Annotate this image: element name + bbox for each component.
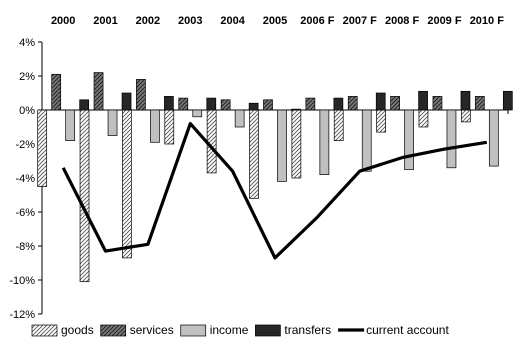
bar-goods — [291, 109, 302, 179]
y-tick-label: 2% — [19, 71, 35, 83]
bar-goods — [333, 109, 344, 141]
bars — [37, 72, 513, 283]
y-tick-label: -4% — [15, 173, 35, 185]
x-tick-label: 2007 F — [343, 15, 378, 27]
legend: goods services income transfers current acco… — [31, 323, 449, 337]
legend-label-income: income — [210, 323, 249, 337]
legend-label-transfers: transfers — [284, 323, 331, 337]
bar-transfers — [502, 90, 513, 111]
bar-goods — [418, 109, 429, 128]
bar-transfers — [164, 96, 174, 111]
bar-income — [150, 109, 160, 143]
bar-services — [136, 79, 146, 111]
y-tick-label: -10% — [9, 275, 35, 287]
bar-goods — [249, 109, 259, 199]
x-tick-label: 2001 — [93, 15, 117, 27]
x-tick-label: 2006 F — [300, 15, 335, 27]
bar-services — [390, 96, 400, 111]
y-tick-label: -8% — [15, 241, 35, 253]
bar-income — [446, 109, 457, 169]
legend-label-goods: goods — [61, 323, 94, 337]
x-tick-label: 2003 — [178, 15, 202, 27]
bar-transfers — [291, 108, 301, 111]
bar-services — [347, 96, 358, 111]
current-account-line — [61, 121, 488, 260]
bar-goods — [460, 109, 471, 123]
bar-income — [277, 109, 287, 182]
y-tick-label: 0% — [19, 105, 35, 117]
legend-label-current-account: current account — [366, 323, 449, 337]
bar-services — [263, 99, 273, 111]
bar-goods — [122, 109, 132, 259]
bar-services — [305, 97, 316, 111]
bar-goods — [37, 109, 48, 187]
bar-transfers — [375, 92, 386, 111]
bar-income — [107, 109, 118, 136]
x-tick-label: 2009 F — [427, 15, 462, 27]
current-account-line-layer — [61, 121, 488, 260]
x-tick-label: 2005 — [263, 15, 287, 27]
bar-services — [51, 73, 62, 111]
bar-goods — [164, 109, 175, 145]
bar-income — [488, 109, 499, 167]
legend-swatch-transfers — [255, 324, 281, 337]
y-tick-label: 4% — [19, 37, 35, 49]
bar-income — [404, 109, 414, 170]
x-tick-label: 2004 — [220, 15, 245, 27]
legend-swatch-income — [180, 324, 207, 337]
legend-label-services: services — [130, 323, 174, 337]
bar-transfers — [418, 90, 428, 111]
bar-income — [192, 109, 203, 118]
tick-labels: 4% 2% 0% -2% -4% -6% -8% -10% -12% 2000 2001 2002 20… — [9, 15, 504, 321]
bar-income — [319, 109, 330, 175]
bar-goods — [376, 109, 386, 133]
bar-transfers — [121, 92, 132, 111]
x-tick-label: 2010 F — [470, 15, 505, 27]
bar-services — [474, 96, 485, 111]
bar-goods — [206, 109, 217, 174]
y-tick-label: -12% — [9, 309, 35, 321]
bar-services — [220, 99, 231, 111]
bar-goods — [79, 109, 90, 283]
bar-income — [234, 109, 245, 128]
bar-transfers — [248, 102, 259, 111]
legend-swatch-services — [100, 324, 127, 337]
axes — [38, 41, 509, 315]
y-tick-label: -2% — [15, 139, 35, 151]
y-tick-label: -6% — [15, 207, 35, 219]
bar-services — [178, 97, 189, 111]
x-tick-label: 2008 F — [385, 15, 420, 27]
bar-income — [65, 109, 76, 141]
bar-income — [361, 109, 372, 172]
bar-transfers — [79, 99, 90, 111]
bar-transfers — [206, 97, 217, 111]
bar-services — [93, 72, 104, 111]
x-tick-label: 2000 — [51, 15, 75, 27]
x-tick-label: 2002 — [136, 15, 160, 27]
legend-swatch-goods — [31, 324, 58, 337]
bar-transfers — [460, 90, 471, 111]
bar-transfers — [333, 97, 344, 111]
bar-services — [432, 96, 443, 111]
